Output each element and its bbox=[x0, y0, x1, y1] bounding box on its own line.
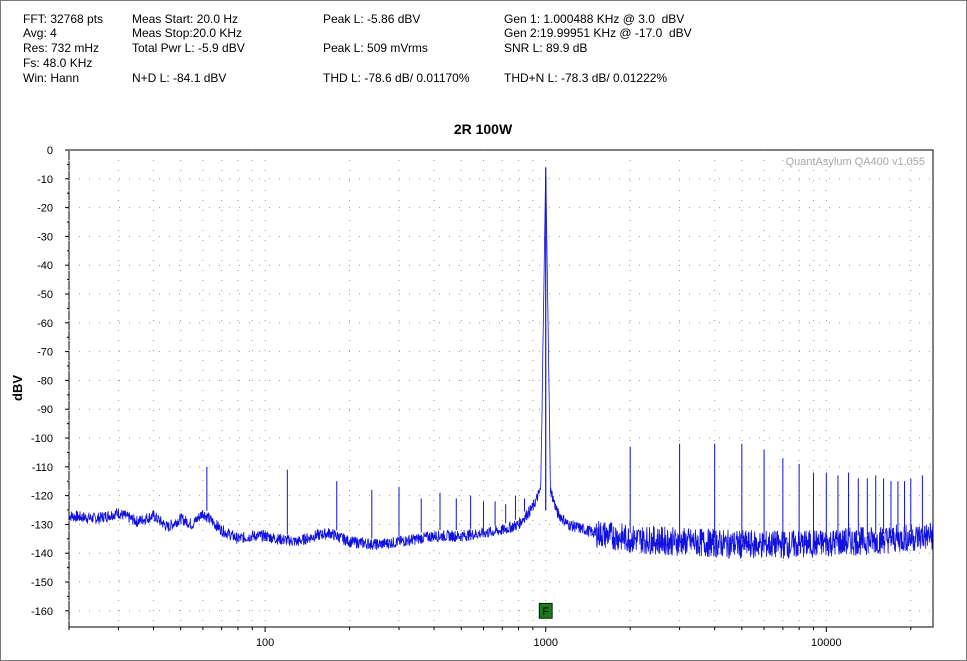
resolution-text: Res: 732 mHz bbox=[23, 41, 100, 55]
y-tick-label: -150 bbox=[31, 577, 53, 589]
y-tick-label: -10 bbox=[37, 174, 53, 186]
averages-text: Avg: 4 bbox=[23, 26, 57, 40]
y-axis: 0 -10 -20 -30 -40 -50 -60 -70 -80 -90 -100 -110 -120… bbox=[31, 145, 69, 618]
y-tick-label: -100 bbox=[31, 433, 53, 445]
y-tick-label: -80 bbox=[37, 375, 53, 387]
y-axis-label: dBV bbox=[10, 375, 25, 401]
spur-series bbox=[206, 443, 923, 539]
y-tick-label: -20 bbox=[37, 203, 53, 215]
thdn-text: THD+N L: -78.3 dB/ 0.01222% bbox=[504, 71, 668, 85]
y-tick-label: -140 bbox=[31, 548, 53, 560]
noise-floor-line bbox=[68, 176, 934, 560]
window-type-text: Win: Hann bbox=[23, 71, 80, 85]
y-tick-label: -90 bbox=[37, 404, 53, 416]
plot-area bbox=[68, 149, 934, 628]
thd-text: THD L: -78.6 dB/ 0.01170% bbox=[323, 71, 470, 85]
peak-dbv-text: Peak L: -5.86 dBV bbox=[323, 12, 421, 26]
y-tick-label: -40 bbox=[37, 260, 53, 272]
x-axis: 100 1000 10000 bbox=[68, 627, 912, 649]
x-tick-label: 10000 bbox=[811, 637, 842, 649]
y-tick-label: -130 bbox=[31, 519, 53, 531]
y-tick-label: 0 bbox=[47, 145, 53, 157]
noise-distortion-text: N+D L: -84.1 dBV bbox=[132, 71, 227, 85]
gen2-text: Gen 2:19.99951 KHz @ -17.0 dBV bbox=[504, 26, 692, 40]
snr-text: SNR L: 89.9 dB bbox=[504, 41, 588, 55]
frequency-marker[interactable]: F bbox=[538, 602, 553, 619]
fft-points-text: FFT: 32768 pts bbox=[23, 12, 104, 26]
watermark-text: QuantAsylum QA400 v1.055 bbox=[786, 156, 925, 168]
sample-rate-text: Fs: 48.0 KHz bbox=[23, 56, 93, 70]
chart-title: 2R 100W bbox=[454, 121, 513, 137]
marker-box[interactable] bbox=[538, 602, 553, 619]
y-tick-label: -30 bbox=[37, 231, 53, 243]
grid bbox=[68, 150, 933, 627]
y-tick-label: -50 bbox=[37, 289, 53, 301]
spectrum-series bbox=[68, 167, 934, 560]
x-tick-label: 100 bbox=[256, 637, 274, 649]
peak-vrms-text: Peak L: 509 mVrms bbox=[323, 41, 428, 55]
marker-label: F bbox=[542, 606, 549, 618]
y-tick-label: -60 bbox=[37, 318, 53, 330]
y-tick-label: -70 bbox=[37, 347, 53, 359]
total-power-text: Total Pwr L: -5.9 dBV bbox=[132, 41, 245, 55]
y-tick-label: -160 bbox=[31, 606, 53, 618]
gen1-text: Gen 1: 1.000488 KHz @ 3.0 dBV bbox=[504, 12, 685, 26]
y-tick-label: -120 bbox=[31, 491, 53, 503]
meas-stop-text: Meas Stop:20.0 KHz bbox=[132, 26, 243, 40]
x-tick-label: 1000 bbox=[533, 637, 557, 649]
meas-start-text: Meas Start: 20.0 Hz bbox=[132, 12, 239, 26]
y-tick-label: -110 bbox=[32, 462, 53, 474]
